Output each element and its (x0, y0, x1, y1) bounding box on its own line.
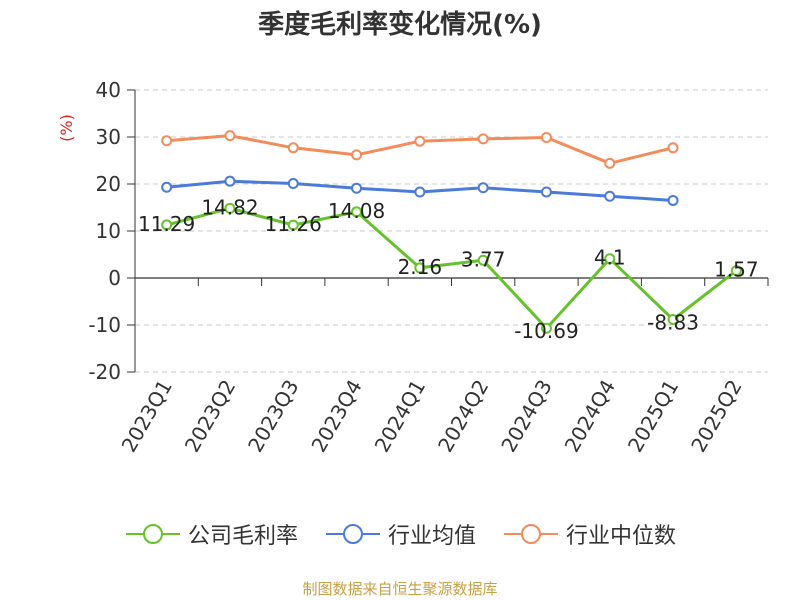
data-point (477, 133, 489, 145)
x-tick-label: 2023Q4 (306, 376, 366, 457)
y-tick-label: 0 (108, 266, 121, 290)
data-point (667, 314, 679, 326)
data-point (730, 265, 742, 277)
data-label: 14.82 (201, 195, 258, 219)
data-point (351, 149, 363, 161)
y-tick-label: 10 (96, 219, 121, 243)
data-point (540, 131, 552, 143)
x-tick-label: 2023Q3 (243, 376, 303, 457)
data-label: 1.57 (714, 258, 759, 282)
data-point (667, 194, 679, 206)
y-tick-label: 30 (96, 125, 121, 149)
data-label: -8.83 (647, 311, 699, 335)
source-note: 制图数据来自恒生聚源数据库 (302, 580, 498, 598)
x-tick-label: 2023Q1 (117, 376, 177, 457)
data-label: 2.16 (398, 255, 443, 279)
data-point (161, 219, 173, 231)
legend-marker-icon (504, 524, 558, 544)
x-tick-label: 2024Q2 (433, 376, 493, 457)
data-point (540, 186, 552, 198)
x-tick-label: 2025Q1 (623, 376, 683, 457)
data-point (287, 178, 299, 190)
legend-label: 行业均值 (387, 524, 476, 549)
legend-item[interactable]: 行业中位数 (502, 518, 676, 550)
y-tick-label: -10 (88, 313, 121, 337)
series-line (166, 206, 738, 330)
y-axis-label: (%) (57, 114, 76, 142)
data-point (667, 142, 679, 154)
legend-label: 行业中位数 (566, 524, 677, 549)
x-tick-label: 2024Q3 (496, 376, 556, 457)
data-point (351, 206, 363, 218)
data-label: 11.29 (138, 212, 195, 236)
data-point (414, 186, 426, 198)
chart-title: 季度毛利率变化情况(%) (258, 10, 542, 40)
data-point (287, 219, 299, 231)
legend-item[interactable]: 行业均值 (324, 518, 476, 550)
data-point (414, 262, 426, 274)
legend-label: 公司毛利率 (187, 524, 298, 549)
data-point (540, 322, 552, 334)
data-label: -10.69 (514, 319, 578, 343)
data-point (287, 142, 299, 154)
data-label: 4.1 (594, 246, 626, 270)
data-point (604, 157, 616, 169)
data-label: 11.26 (265, 212, 322, 236)
legend-marker-icon (125, 524, 180, 544)
data-point (161, 181, 173, 193)
x-tick-label: 2024Q4 (560, 376, 620, 457)
data-label: 14.08 (328, 199, 385, 223)
data-point (414, 135, 426, 147)
data-point (477, 254, 489, 266)
x-tick-label: 2025Q2 (686, 376, 746, 457)
data-point (161, 135, 173, 147)
y-tick-label: 20 (96, 172, 121, 196)
data-point (477, 182, 489, 194)
legend-marker-icon (325, 524, 380, 544)
legend: 公司毛利率 行业均值 行业中位数 (0, 518, 800, 550)
data-point (604, 190, 616, 202)
y-tick-label: 40 (96, 78, 121, 102)
data-point (351, 182, 363, 194)
data-point (224, 202, 236, 214)
data-point (224, 175, 236, 187)
x-tick-label: 2023Q2 (180, 376, 240, 457)
legend-item[interactable]: 公司毛利率 (124, 518, 298, 550)
x-tick-label: 2024Q1 (370, 376, 430, 457)
data-point (224, 130, 236, 142)
data-label: 3.77 (461, 247, 506, 271)
data-point (604, 253, 616, 265)
y-tick-label: -20 (88, 360, 121, 384)
